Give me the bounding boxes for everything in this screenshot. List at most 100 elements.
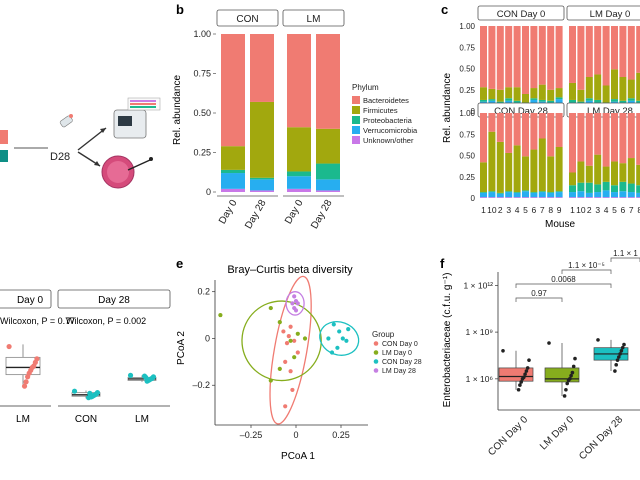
panel-d-left-strip xyxy=(0,289,52,309)
panel-b-legend-title: Phylum xyxy=(352,83,379,92)
panel-f-bracket-label: 0.97 xyxy=(531,289,547,298)
panel-e-point xyxy=(329,350,335,355)
panel-c-mouse-label: 10 xyxy=(487,205,497,215)
panel-c-bar-segment xyxy=(619,113,627,164)
panel-b-bar-segment xyxy=(316,163,340,180)
panel-f-point xyxy=(571,364,576,369)
panel-e-legend-marker xyxy=(373,350,379,355)
panel-b-facet-label: LM xyxy=(307,14,321,25)
panel-c-bar-segment xyxy=(547,156,555,193)
panel-e-point xyxy=(295,301,300,306)
panel-c-bar-segment xyxy=(569,185,576,193)
panel-c-bar-segment xyxy=(569,172,576,186)
panel-c-bar-segment xyxy=(585,197,593,198)
panel-e-legend: Group CON Day 0 LM Day 0 CON Day 28 LM Day 2… xyxy=(372,330,422,375)
panel-f-bracket xyxy=(515,297,563,302)
panel-b-bar-segment xyxy=(250,179,274,191)
panel-c-bar-segment xyxy=(636,185,640,193)
panel-c-bar-segment xyxy=(530,26,538,89)
panel-e-xlabel: PCoA 1 xyxy=(281,451,315,462)
panel-c-mouse-label: 5 xyxy=(523,205,528,215)
panel-f-point xyxy=(547,341,551,345)
panel-e-point xyxy=(277,366,282,371)
panel-c-bar-segment xyxy=(530,113,538,150)
panel-d-point xyxy=(127,372,134,378)
panel-c-bar-segment xyxy=(513,197,521,198)
panel-c-bar-segment xyxy=(513,192,521,193)
panel-c-bar-segment xyxy=(480,192,487,193)
panel-c-bar-segment xyxy=(538,26,546,85)
panel-c-ytick-label: 0 xyxy=(471,107,476,116)
panel-e-point xyxy=(284,341,290,346)
panel-b-bar-segment xyxy=(250,101,274,178)
panel-c-mouse-label: 10 xyxy=(576,205,586,215)
panel-c-bar-segment xyxy=(488,191,496,193)
panel-d-point xyxy=(21,383,28,389)
panel-c-bar-segment xyxy=(594,197,602,198)
panel-f-xtick-label: CON Day 28 xyxy=(577,414,625,462)
panel-f-point xyxy=(562,394,567,398)
panel-c-bar-segment xyxy=(602,181,610,191)
sequencer-icon xyxy=(113,97,161,139)
panel-c-bar-segment xyxy=(496,192,504,194)
panel-f-brackets: 0.97 0.0068 1.1 × 10⁻⁵ 1.1 × 1 xyxy=(515,249,640,302)
panel-c-bar-segment xyxy=(530,98,538,100)
fecal-tube-icon xyxy=(59,114,73,128)
panel-f-point xyxy=(614,363,618,367)
panel-f-bracket-label: 1.1 × 10⁻⁵ xyxy=(568,261,605,270)
panel-c-bar-segment xyxy=(513,145,521,193)
panel-c-bar-segment xyxy=(488,88,496,100)
panel-c-bar-segment xyxy=(522,156,529,191)
panel-label-e: e xyxy=(176,256,183,271)
panel-b-bar-segment xyxy=(287,34,311,128)
panel-e-ylabel: PCoA 2 xyxy=(176,331,187,365)
panel-c-bar-segment xyxy=(513,87,521,101)
panel-e-legend-label: LM Day 28 xyxy=(382,368,416,375)
panel-c-bar-segment xyxy=(480,26,487,88)
panel-c-bar-segment xyxy=(594,74,602,100)
panel-c-bar-segment xyxy=(488,113,496,132)
panel-c-bar-segment xyxy=(636,113,640,165)
panel-f-point xyxy=(618,352,622,356)
panel-c-bar-segment xyxy=(611,161,618,186)
panel-c-bar-segment xyxy=(636,197,640,198)
panel-e-ytick-label: 0 xyxy=(205,333,210,343)
panel-e-point xyxy=(302,336,308,341)
panel-f-point xyxy=(516,387,521,392)
panel-b-bar-segment xyxy=(287,171,311,177)
panel-c-bar-segment xyxy=(602,166,610,182)
panel-f-ytick-label: 1 × 10⁶ xyxy=(466,374,493,384)
panel-c-bar-segment xyxy=(585,165,593,183)
panel-e-point xyxy=(286,334,291,339)
panel-b-legend-label: Bacteroidetes xyxy=(363,96,409,105)
panel-a: D28 xyxy=(0,97,161,189)
panel-e-point xyxy=(340,336,345,341)
panel-c-mouse-label: 4 xyxy=(515,205,520,215)
panel-c-mouse-label: 1 xyxy=(570,205,575,215)
panel-c-facet-strip xyxy=(566,5,640,21)
panel-c-bar-segment xyxy=(555,147,563,192)
panel-b-bar-segment xyxy=(221,34,245,147)
panel-b-facet-label: CON xyxy=(236,14,258,25)
panel-c-bar-segment xyxy=(611,99,618,102)
panel-d-plot xyxy=(5,343,157,401)
panel-b-ylabel: Rel. abundance xyxy=(172,75,183,145)
panel-c-bar-segment xyxy=(522,26,529,94)
panel-d: Day 0 Wilcoxon, P = 0.77 Day 28 Wilcoxon… xyxy=(0,289,171,425)
panel-e-point xyxy=(292,355,297,360)
panel-e-ellipses xyxy=(241,275,360,425)
panel-b-legend-swatch xyxy=(352,126,360,134)
panel-e-ellipse xyxy=(285,291,305,316)
arrow-head-icon xyxy=(100,128,106,133)
panel-f-point xyxy=(596,338,600,342)
panel-c-bar-segment xyxy=(585,113,593,166)
panel-e-point xyxy=(331,322,336,327)
panel-c-bar-segment xyxy=(496,193,504,198)
panel-e-point xyxy=(288,338,293,343)
panel-c-facet-strip xyxy=(477,5,565,21)
panel-c-bar-segment xyxy=(505,113,513,153)
panel-c-bar-segment xyxy=(538,138,546,192)
panel-e-point xyxy=(281,329,286,334)
panel-f-point xyxy=(619,349,624,353)
panel-c-bar-segment xyxy=(555,192,563,198)
